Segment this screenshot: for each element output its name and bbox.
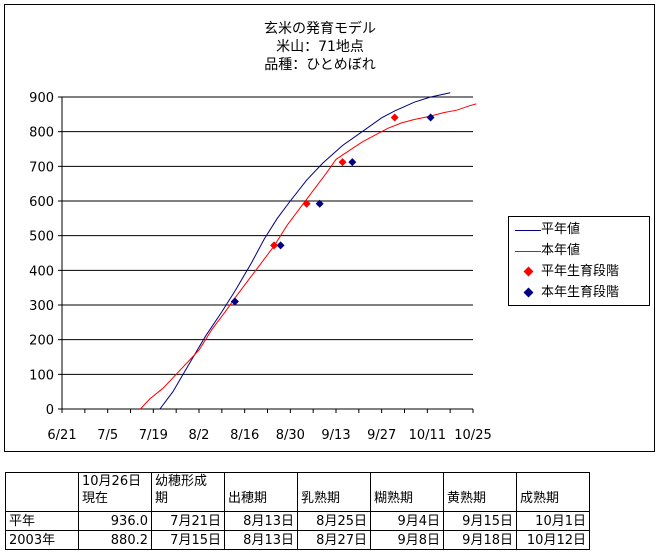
x-tick-label: 10/25: [454, 428, 491, 443]
table-cell: 8月13日: [224, 530, 298, 550]
header-current-line1: 10月26日: [82, 474, 142, 489]
x-tick-label: 6/21: [47, 428, 76, 443]
legend-label-current-line: 本年値: [541, 243, 581, 258]
legend-swatch-navy-diamond: [515, 284, 541, 302]
x-tick-label: 10/11: [409, 428, 446, 443]
x-tick-label: 7/5: [97, 428, 118, 443]
table-header-cell-blank: [5, 472, 79, 512]
stage-marker-3: [230, 297, 239, 306]
y-tick-label: 200: [29, 334, 54, 349]
y-tick-label: 800: [29, 126, 54, 141]
series-line-0: [159, 92, 451, 410]
y-tick-label: 100: [29, 368, 54, 383]
x-tick-label: 7/19: [139, 428, 168, 443]
x-tick-label: 9/27: [367, 428, 396, 443]
y-tick-label: 600: [29, 195, 54, 210]
series-line-1: [139, 103, 477, 410]
table-header-cell-milk: 乳熟期: [297, 472, 371, 512]
chart-title-line: 玄米の発育モデル: [264, 20, 376, 37]
table-cell: 9月18日: [443, 530, 517, 550]
y-tick-label: 700: [29, 160, 54, 175]
table-header-cell-yellow: 黄熟期: [443, 472, 517, 512]
table-cell: 8月25日: [297, 511, 371, 531]
table-cell: 平年: [5, 511, 79, 531]
legend-item-normal-line: 平年値: [515, 221, 580, 239]
table-cell: 8月13日: [224, 511, 298, 531]
header-panicle-line1: 幼穂形成: [155, 474, 208, 489]
x-tick-label: 9/13: [321, 428, 350, 443]
legend-item-normal-stage: 平年生育段階: [515, 263, 619, 281]
header-panicle-line2: 期: [155, 491, 169, 506]
header-heading-label: 出穂期: [228, 491, 268, 506]
y-tick-label: 400: [29, 264, 54, 279]
table-cell: 936.0: [78, 511, 152, 531]
chart-title-line: 品種：ひとめぼれ: [264, 57, 376, 73]
legend-swatch-red-line: [515, 242, 541, 260]
x-tick-label: 8/16: [230, 428, 259, 443]
growth-stage-table: 10月26日 現在 幼穂形成期 出穂期 乳熟期 糊熟期 黄熟期 成熟期 平年 93…: [5, 472, 590, 550]
stage-marker-3: [315, 199, 324, 208]
legend-swatch-red-diamond: [515, 263, 541, 281]
header-dough-label: 糊熟期: [374, 491, 414, 506]
legend-swatch-navy-line: [515, 221, 541, 239]
table-cell: 9月8日: [370, 530, 444, 550]
y-tick-label: 0: [46, 403, 54, 418]
table-header-cell-current: 10月26日 現在: [78, 472, 152, 512]
table-cell: 2003年: [5, 530, 79, 550]
y-tick-label: 300: [29, 299, 54, 314]
y-tick-label: 500: [29, 230, 54, 245]
table-cell: 7月21日: [151, 511, 225, 531]
stage-marker-3: [276, 241, 285, 250]
legend-item-current-stage: 本年生育段階: [515, 284, 619, 302]
stage-marker-2: [390, 113, 399, 122]
header-current-line2: 現在: [82, 491, 109, 506]
table-cell: 880.2: [78, 530, 152, 550]
table-header-cell-dough: 糊熟期: [370, 472, 444, 512]
table-row-2003: 2003年 880.2 7月15日 8月13日 8月27日 9月8日 9月18日…: [5, 530, 590, 550]
table-cell: 8月27日: [297, 530, 371, 550]
x-tick-label: 8/2: [189, 428, 210, 443]
table-header-cell-panicle: 幼穂形成期: [151, 472, 225, 512]
stage-marker-2: [270, 241, 279, 250]
y-tick-label: 900: [29, 91, 54, 106]
table-header-cell-heading: 出穂期: [224, 472, 298, 512]
table-header-cell-maturity: 成熟期: [516, 472, 590, 512]
table-cell: 10月1日: [516, 511, 590, 531]
stage-marker-3: [348, 158, 357, 167]
chart-area: 玄米の発育モデル 米山：71地点 品種：ひとめぼれ 0 100 200 300 400 500 6…: [4, 4, 655, 452]
legend-label-current-stage: 本年生育段階: [541, 285, 620, 300]
header-maturity-label: 成熟期: [520, 491, 560, 506]
table-cell: 9月15日: [443, 511, 517, 531]
table-row-normal: 平年 936.0 7月21日 8月13日 8月25日 9月4日 9月15日 10…: [5, 511, 590, 531]
table-cell: 10月12日: [516, 530, 590, 550]
table-cell: 7月15日: [151, 530, 225, 550]
chart-legend: 平年値 本年値 平年生育段階 本年生育段階: [508, 216, 650, 306]
legend-label-normal-stage: 平年生育段階: [541, 264, 620, 279]
legend-label-normal-line: 平年値: [541, 222, 581, 237]
x-tick-label: 8/30: [276, 428, 305, 443]
header-milk-label: 乳熟期: [301, 491, 341, 506]
stage-marker-2: [338, 158, 347, 167]
legend-item-current-line: 本年値: [515, 242, 580, 260]
table-header-row: 10月26日 現在 幼穂形成期 出穂期 乳熟期 糊熟期 黄熟期 成熟期: [5, 472, 590, 512]
stage-marker-3: [426, 113, 435, 122]
chart-title-line: 米山：71地点: [276, 39, 364, 55]
table-cell: 9月4日: [370, 511, 444, 531]
stage-marker-2: [302, 199, 311, 208]
header-yellow-label: 黄熟期: [447, 491, 487, 506]
